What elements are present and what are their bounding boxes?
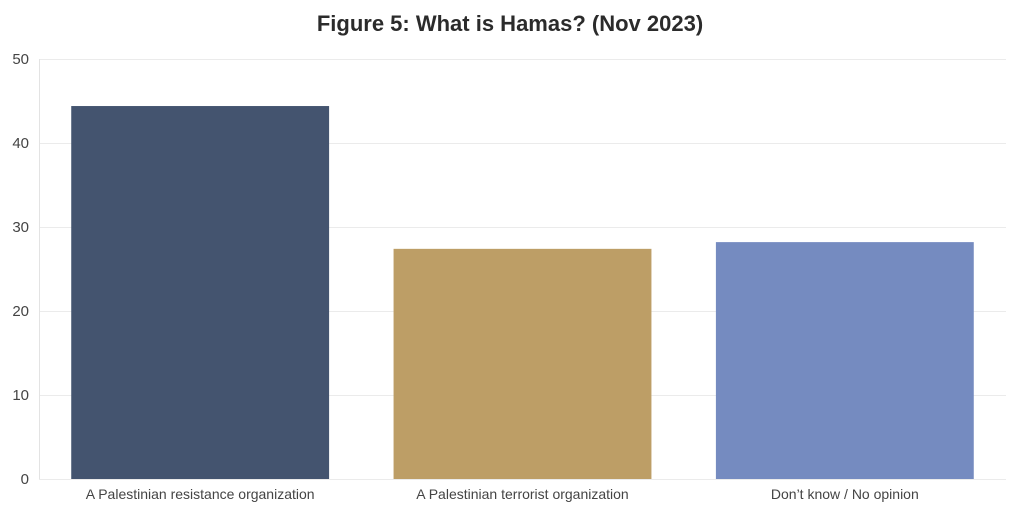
chart-title: Figure 5: What is Hamas? (Nov 2023) (317, 11, 703, 36)
x-category-label: A Palestinian terrorist organization (416, 486, 628, 502)
y-tick-label: 30 (12, 219, 29, 236)
bars (71, 106, 974, 479)
bar-1 (71, 106, 330, 479)
x-category-label: A Palestinian resistance organization (86, 486, 315, 502)
x-axis-categories: A Palestinian resistance organization A P… (86, 486, 919, 502)
y-tick-label: 0 (21, 471, 29, 488)
y-tick-label: 20 (12, 303, 29, 320)
y-tick-label: 40 (12, 135, 29, 152)
x-category-label: Don’t know / No opinion (771, 486, 919, 502)
bar-2 (393, 248, 652, 479)
y-axis-ticks: 0 10 20 30 40 50 (12, 51, 29, 488)
y-tick-label: 50 (12, 51, 29, 68)
y-tick-label: 10 (12, 387, 29, 404)
bar-3 (715, 242, 974, 479)
